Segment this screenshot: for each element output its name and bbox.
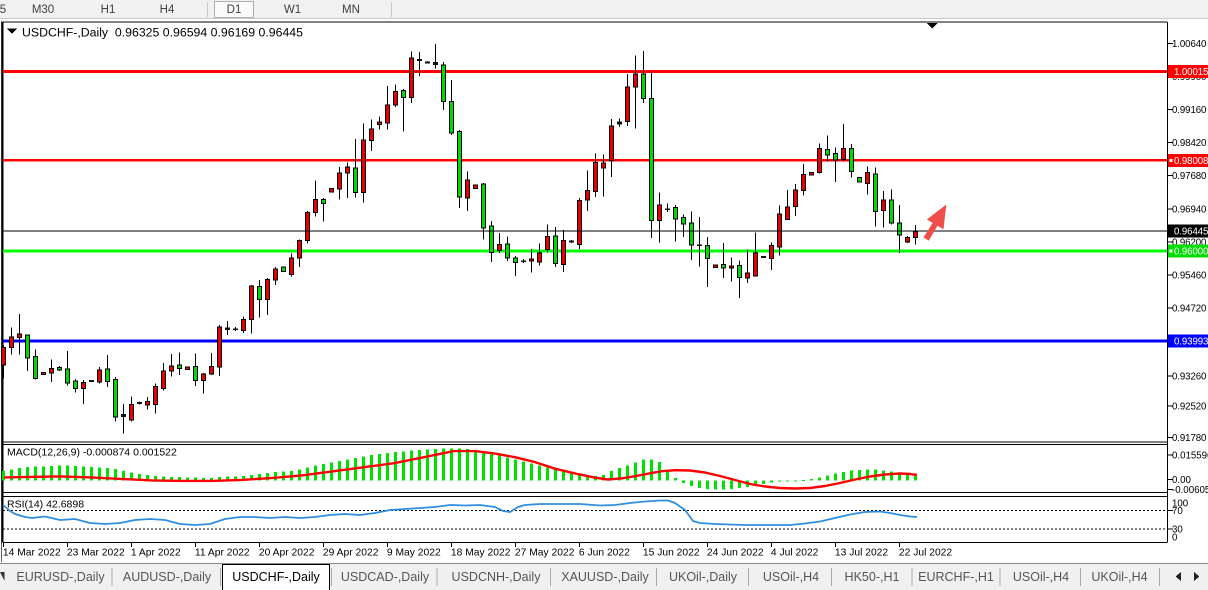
svg-text:M30: M30 <box>32 4 54 16</box>
svg-text:27 May 2022: 27 May 2022 <box>515 548 575 559</box>
svg-text:MACD(12,26,9) -0.000874 0.0015: MACD(12,26,9) -0.000874 0.001522 <box>7 447 177 459</box>
svg-text:0.015596: 0.015596 <box>1172 451 1208 462</box>
svg-text:MN: MN <box>342 4 360 16</box>
svg-text:0.96200: 0.96200 <box>1172 237 1207 248</box>
svg-text:USOil-,H4: USOil-,H4 <box>1013 570 1069 584</box>
svg-text:9 May 2022: 9 May 2022 <box>387 548 441 559</box>
svg-text:0.98008: 0.98008 <box>1174 156 1208 167</box>
svg-text:15 Jun 2022: 15 Jun 2022 <box>643 548 700 559</box>
svg-text:EURUSD-,Daily: EURUSD-,Daily <box>16 570 105 584</box>
svg-text:1.00640: 1.00640 <box>1172 39 1207 50</box>
svg-text:18 May 2022: 18 May 2022 <box>451 548 511 559</box>
svg-text:RSI(14) 42.6898: RSI(14) 42.6898 <box>7 499 84 511</box>
svg-text:1 Apr 2022: 1 Apr 2022 <box>131 548 181 559</box>
svg-text:0.00: 0.00 <box>1172 475 1191 486</box>
svg-text:1.00015: 1.00015 <box>1174 67 1208 78</box>
svg-text:29 Apr 2022: 29 Apr 2022 <box>323 548 379 559</box>
svg-text:11 Apr 2022: 11 Apr 2022 <box>195 548 250 559</box>
svg-text:6 Jun 2022: 6 Jun 2022 <box>579 548 630 559</box>
svg-text:USDCHF-,Daily: USDCHF-,Daily <box>232 570 320 584</box>
svg-text:UKOil-,Daily: UKOil-,Daily <box>669 570 738 584</box>
svg-text:0.96000: 0.96000 <box>1174 247 1208 258</box>
svg-text:0.95460: 0.95460 <box>1172 270 1207 281</box>
svg-text:0.91780: 0.91780 <box>1172 433 1207 444</box>
svg-text:0.94720: 0.94720 <box>1172 303 1207 314</box>
svg-text:-0.006055: -0.006055 <box>1172 485 1208 496</box>
svg-text:30: 30 <box>1172 525 1183 536</box>
svg-text:0.96445: 0.96445 <box>1174 227 1208 238</box>
svg-text:EURCHF-,H1: EURCHF-,H1 <box>918 570 994 584</box>
svg-text:USOil-,H4: USOil-,H4 <box>763 570 819 584</box>
svg-text:0.92520: 0.92520 <box>1172 402 1207 413</box>
svg-text:20 Apr 2022: 20 Apr 2022 <box>259 548 315 559</box>
svg-text:0.93993: 0.93993 <box>1174 337 1208 348</box>
svg-text:14 Mar 2022: 14 Mar 2022 <box>3 548 61 559</box>
svg-text:XAUUSD-,Daily: XAUUSD-,Daily <box>561 570 649 584</box>
svg-text:0.93260: 0.93260 <box>1172 372 1207 383</box>
svg-text:23 Mar 2022: 23 Mar 2022 <box>67 548 125 559</box>
svg-text:UKOil-,H4: UKOil-,H4 <box>1091 570 1147 584</box>
svg-text:H1: H1 <box>101 4 116 16</box>
svg-text:0.96940: 0.96940 <box>1172 204 1207 215</box>
svg-text:H4: H4 <box>160 4 175 16</box>
svg-text:100: 100 <box>1172 499 1189 510</box>
svg-text:HK50-,H1: HK50-,H1 <box>845 570 900 584</box>
svg-text:70: 70 <box>1172 506 1183 517</box>
svg-text:13 Jul 2022: 13 Jul 2022 <box>835 548 889 559</box>
svg-text:AUDUSD-,Daily: AUDUSD-,Daily <box>123 570 212 584</box>
svg-text:24 Jun 2022: 24 Jun 2022 <box>707 548 764 559</box>
svg-text:0.99160: 0.99160 <box>1172 105 1207 116</box>
svg-text:0.98420: 0.98420 <box>1172 138 1207 149</box>
svg-text:D1: D1 <box>227 4 242 16</box>
svg-text:USDCNH-,Daily: USDCNH-,Daily <box>452 570 542 584</box>
svg-text:22 Jul 2022: 22 Jul 2022 <box>899 548 953 559</box>
svg-text:0.97680: 0.97680 <box>1172 171 1207 182</box>
svg-text:5: 5 <box>0 4 6 16</box>
svg-text:4 Jul 2022: 4 Jul 2022 <box>771 548 819 559</box>
svg-text:USDCHF-,Daily 0.96325 0.96594: USDCHF-,Daily 0.96325 0.96594 0.96169 0.… <box>22 26 303 40</box>
svg-text:0: 0 <box>1172 533 1178 544</box>
svg-text:USDCAD-,Daily: USDCAD-,Daily <box>341 570 430 584</box>
svg-text:W1: W1 <box>284 4 301 16</box>
